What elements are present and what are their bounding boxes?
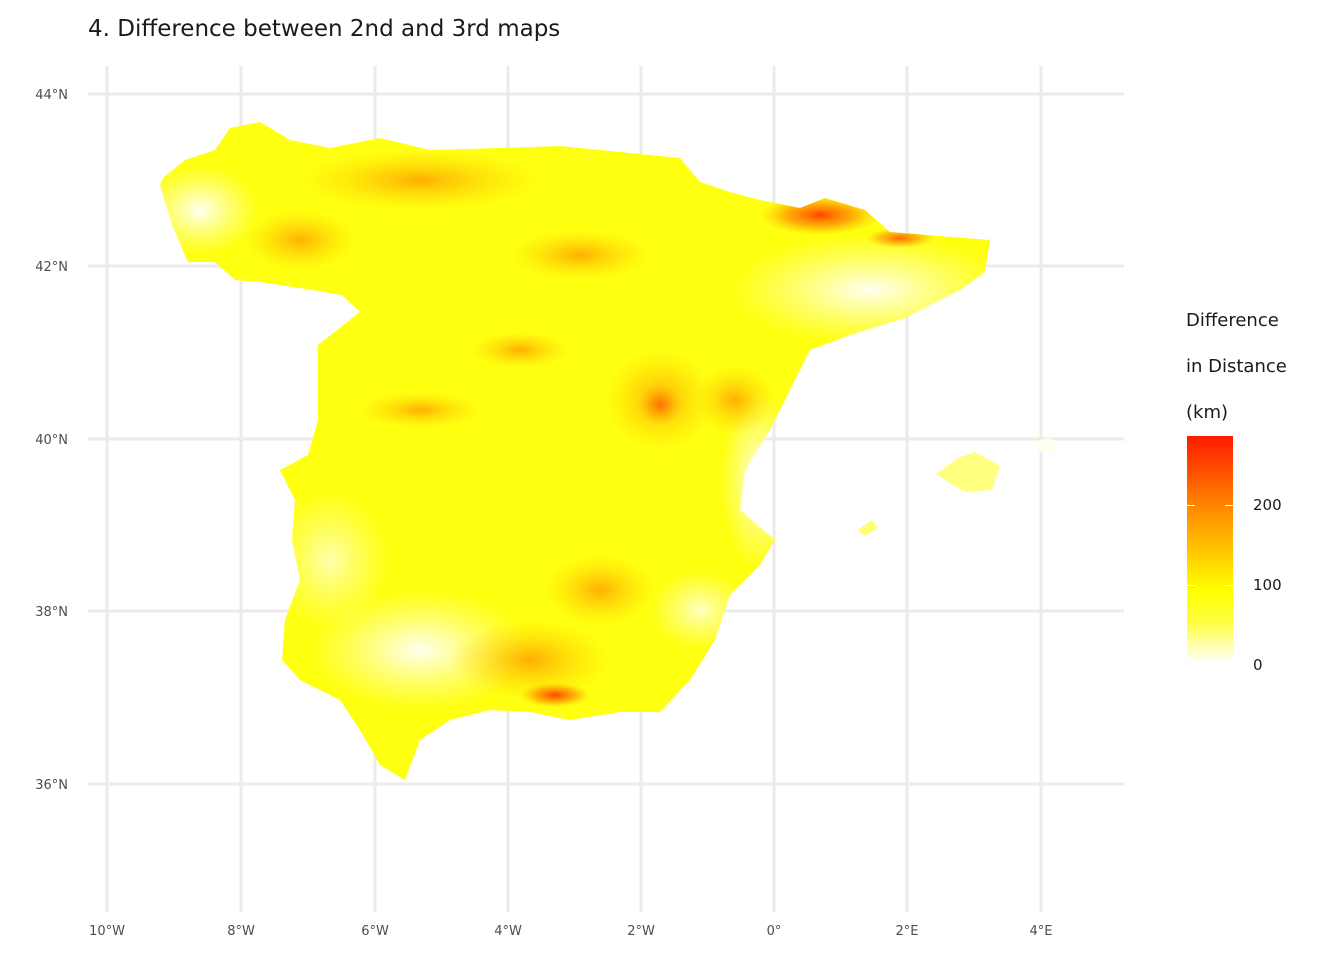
y-tick: 42°N (35, 260, 68, 275)
y-tick: 44°N (35, 88, 68, 103)
y-tick: 38°N (35, 605, 68, 620)
legend-title-line: (km) (1186, 402, 1229, 423)
legend-tick-mark (1187, 505, 1233, 506)
x-tick: 8°W (227, 924, 255, 939)
legend-colorbar (1187, 436, 1233, 663)
x-tick: 10°W (89, 924, 125, 939)
x-tick: 2°W (627, 924, 655, 939)
legend-label-0: 0 (1253, 656, 1263, 674)
legend-label-100: 100 (1253, 576, 1282, 594)
page-title: 4. Difference between 2nd and 3rd maps (88, 16, 561, 42)
difference-raster (160, 122, 1058, 780)
legend-title: Difference in Distance (km) (1186, 298, 1287, 436)
x-tick: 2°E (896, 924, 919, 939)
x-tick: 4°W (494, 924, 522, 939)
y-axis: 44°N 42°N 40°N 38°N 36°N (35, 88, 68, 793)
x-tick: 4°E (1030, 924, 1053, 939)
y-tick: 40°N (35, 433, 68, 448)
legend-tick-mark (1187, 662, 1233, 663)
x-tick: 0° (767, 924, 782, 939)
legend-title-line: Difference (1186, 310, 1279, 331)
x-tick: 6°W (361, 924, 389, 939)
legend-label-200: 200 (1253, 496, 1282, 514)
y-tick: 36°N (35, 778, 68, 793)
legend-tick-mark (1187, 585, 1233, 586)
legend-title-line: in Distance (1186, 356, 1287, 377)
x-axis: 10°W 8°W 6°W 4°W 2°W 0° 2°E 4°E (89, 924, 1052, 939)
